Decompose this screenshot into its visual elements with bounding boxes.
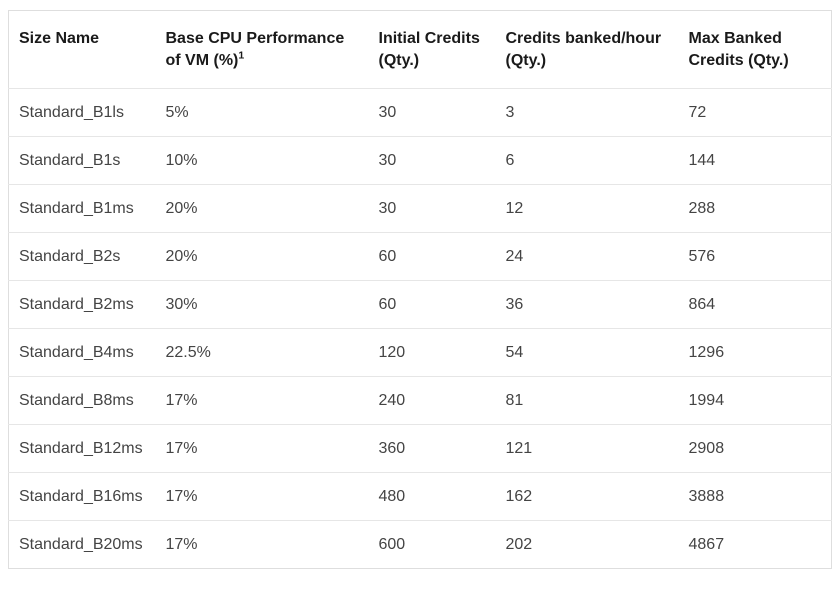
cell-credits-banked-per-hour: 24 bbox=[495, 232, 679, 281]
cell-base-cpu-performance: 17% bbox=[155, 424, 369, 473]
cell-size-name: Standard_B12ms bbox=[8, 424, 156, 473]
column-header-label: Max Banked Credits (Qty.) bbox=[688, 30, 789, 69]
cell-max-banked-credits: 1296 bbox=[678, 328, 832, 377]
cell-base-cpu-performance: 5% bbox=[155, 88, 369, 137]
cell-initial-credits: 60 bbox=[368, 280, 496, 329]
cell-base-cpu-performance: 30% bbox=[155, 280, 369, 329]
cell-base-cpu-performance: 20% bbox=[155, 232, 369, 281]
column-header-size-name: Size Name bbox=[9, 11, 156, 89]
column-header-base-cpu-performance: Base CPU Performance of VM (%)1 bbox=[156, 11, 369, 89]
cell-size-name: Standard_B4ms bbox=[8, 328, 156, 377]
cell-base-cpu-performance: 17% bbox=[155, 520, 369, 569]
column-header-label: Credits banked/hour (Qty.) bbox=[505, 30, 662, 69]
cell-size-name: Standard_B1ls bbox=[8, 88, 156, 137]
cell-initial-credits: 60 bbox=[368, 232, 496, 281]
cell-initial-credits: 240 bbox=[368, 376, 496, 425]
cell-credits-banked-per-hour: 6 bbox=[495, 136, 679, 185]
cell-initial-credits: 360 bbox=[368, 424, 496, 473]
table-row: Standard_B1ms 20% 30 12 288 bbox=[8, 184, 832, 233]
cell-credits-banked-per-hour: 54 bbox=[495, 328, 679, 377]
cell-max-banked-credits: 3888 bbox=[678, 472, 832, 521]
column-header-label: Initial Credits (Qty.) bbox=[378, 30, 480, 69]
cell-size-name: Standard_B1ms bbox=[8, 184, 156, 233]
cell-max-banked-credits: 2908 bbox=[678, 424, 832, 473]
table-row: Standard_B1ls 5% 30 3 72 bbox=[8, 88, 832, 137]
column-header-max-banked-credits: Max Banked Credits (Qty.) bbox=[679, 11, 832, 89]
cell-credits-banked-per-hour: 36 bbox=[495, 280, 679, 329]
column-header-label: Base CPU Performance of VM (%) bbox=[165, 30, 345, 69]
cell-credits-banked-per-hour: 12 bbox=[495, 184, 679, 233]
column-header-credits-banked-per-hour: Credits banked/hour (Qty.) bbox=[496, 11, 679, 89]
column-header-label: Size Name bbox=[19, 30, 100, 47]
cell-max-banked-credits: 288 bbox=[678, 184, 832, 233]
cell-max-banked-credits: 144 bbox=[678, 136, 832, 185]
table-row: Standard_B1s 10% 30 6 144 bbox=[8, 136, 832, 185]
cell-size-name: Standard_B2s bbox=[8, 232, 156, 281]
cell-credits-banked-per-hour: 81 bbox=[495, 376, 679, 425]
table-row: Standard_B8ms 17% 240 81 1994 bbox=[8, 376, 832, 425]
cell-base-cpu-performance: 20% bbox=[155, 184, 369, 233]
cell-size-name: Standard_B8ms bbox=[8, 376, 156, 425]
cell-max-banked-credits: 576 bbox=[678, 232, 832, 281]
table-row: Standard_B2s 20% 60 24 576 bbox=[8, 232, 832, 281]
cell-credits-banked-per-hour: 162 bbox=[495, 472, 679, 521]
cell-base-cpu-performance: 22.5% bbox=[155, 328, 369, 377]
cell-initial-credits: 30 bbox=[368, 88, 496, 137]
column-header-initial-credits: Initial Credits (Qty.) bbox=[369, 11, 496, 89]
cell-max-banked-credits: 4867 bbox=[678, 520, 832, 569]
cell-credits-banked-per-hour: 202 bbox=[495, 520, 679, 569]
cell-initial-credits: 600 bbox=[368, 520, 496, 569]
cell-size-name: Standard_B2ms bbox=[8, 280, 156, 329]
table-row: Standard_B12ms 17% 360 121 2908 bbox=[8, 424, 832, 473]
cell-max-banked-credits: 72 bbox=[678, 88, 832, 137]
table-container: Size Name Base CPU Performance of VM (%)… bbox=[8, 10, 832, 569]
cell-credits-banked-per-hour: 121 bbox=[495, 424, 679, 473]
cell-max-banked-credits: 864 bbox=[678, 280, 832, 329]
cell-size-name: Standard_B16ms bbox=[8, 472, 156, 521]
cell-initial-credits: 120 bbox=[368, 328, 496, 377]
cell-initial-credits: 30 bbox=[368, 136, 496, 185]
table-header-row: Size Name Base CPU Performance of VM (%)… bbox=[9, 11, 832, 89]
cell-max-banked-credits: 1994 bbox=[678, 376, 832, 425]
cell-base-cpu-performance: 17% bbox=[155, 472, 369, 521]
cell-initial-credits: 30 bbox=[368, 184, 496, 233]
table-row: Standard_B2ms 30% 60 36 864 bbox=[8, 280, 832, 329]
cell-size-name: Standard_B20ms bbox=[8, 520, 156, 569]
table-row: Standard_B16ms 17% 480 162 3888 bbox=[8, 472, 832, 521]
cell-base-cpu-performance: 17% bbox=[155, 376, 369, 425]
cell-initial-credits: 480 bbox=[368, 472, 496, 521]
cell-credits-banked-per-hour: 3 bbox=[495, 88, 679, 137]
cell-base-cpu-performance: 10% bbox=[155, 136, 369, 185]
cell-size-name: Standard_B1s bbox=[8, 136, 156, 185]
footnote-superscript: 1 bbox=[238, 49, 245, 62]
table-row: Standard_B4ms 22.5% 120 54 1296 bbox=[8, 328, 832, 377]
vm-burstable-credits-table: Size Name Base CPU Performance of VM (%)… bbox=[8, 10, 832, 569]
table-row: Standard_B20ms 17% 600 202 4867 bbox=[8, 520, 832, 569]
